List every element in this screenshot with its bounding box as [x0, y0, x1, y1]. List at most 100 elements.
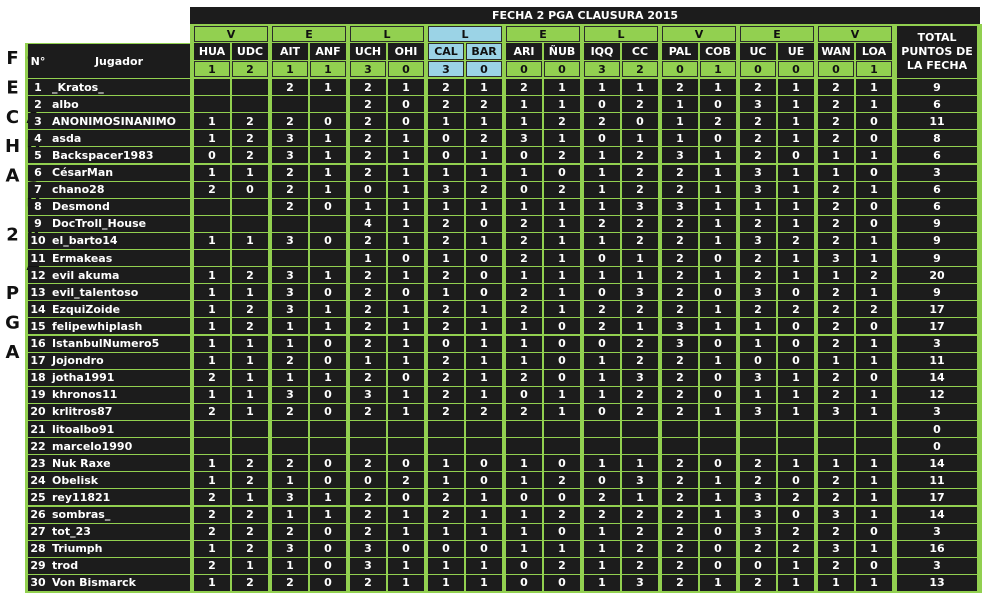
- pick: 1: [388, 523, 424, 540]
- pick: 0: [506, 574, 542, 591]
- total: 20: [897, 267, 977, 284]
- pick: 2: [700, 113, 736, 130]
- match-result: E: [506, 26, 580, 42]
- pick: 2: [622, 335, 658, 352]
- pick: 1: [662, 130, 698, 147]
- pick: 1: [544, 96, 580, 113]
- pick: 3: [818, 506, 854, 523]
- pick: 2: [350, 301, 386, 318]
- pick: 0: [466, 267, 502, 284]
- pick: 1: [506, 472, 542, 489]
- pick: 0: [700, 540, 736, 557]
- pick: 1: [778, 386, 814, 403]
- total: 0: [897, 421, 977, 437]
- pick: 3: [622, 369, 658, 386]
- pick: 2: [818, 489, 854, 506]
- pick: 1: [544, 284, 580, 301]
- pick: 2: [662, 79, 698, 95]
- pick: 1: [194, 130, 230, 147]
- pick: 1: [232, 164, 268, 181]
- pick: 2: [818, 472, 854, 489]
- total: 17: [897, 301, 977, 318]
- match-result: L: [584, 26, 658, 42]
- pick: 1: [700, 352, 736, 369]
- pick: 1: [818, 147, 854, 164]
- pick: 2: [544, 113, 580, 130]
- player-name: khronos11: [48, 386, 190, 403]
- pick: 2: [740, 540, 776, 557]
- pick: 3: [428, 181, 464, 198]
- player-name: CésarMan: [48, 164, 190, 181]
- pick: 2: [350, 284, 386, 301]
- pick: 2: [428, 215, 464, 232]
- pick: 1: [818, 574, 854, 591]
- pick: [194, 215, 230, 232]
- pick: 2: [662, 181, 698, 198]
- pick: 1: [700, 267, 736, 284]
- pick: 1: [466, 369, 502, 386]
- pick: 1: [778, 113, 814, 130]
- pick: 1: [310, 181, 346, 198]
- pick: 0: [700, 523, 736, 540]
- pick: 1: [388, 574, 424, 591]
- pick: 0: [700, 369, 736, 386]
- pick: 0: [310, 403, 346, 420]
- match-result: V: [194, 26, 268, 42]
- row-number: 12: [28, 267, 48, 284]
- home-team: UC: [740, 43, 776, 60]
- pick: 1: [388, 164, 424, 181]
- player-name: Obelisk: [48, 472, 190, 489]
- pick: 0: [310, 113, 346, 130]
- pick: [544, 438, 580, 455]
- pick: 2: [584, 506, 620, 523]
- player-name: Nuk Raxe: [48, 455, 190, 472]
- pick: 1: [778, 79, 814, 95]
- player-name: evil akuma: [48, 267, 190, 284]
- player-name: litoalbo91: [48, 421, 190, 437]
- pick: 2: [272, 79, 308, 95]
- away-score: 0: [544, 61, 580, 77]
- pick: 2: [194, 523, 230, 540]
- row-number: 8: [28, 198, 48, 215]
- away-score: 2: [622, 61, 658, 77]
- home-score: 1: [272, 61, 308, 77]
- pick: [740, 438, 776, 455]
- pick: 2: [584, 489, 620, 506]
- pick: 1: [584, 369, 620, 386]
- pick: 0: [506, 181, 542, 198]
- pick: 0: [428, 147, 464, 164]
- pick: 1: [778, 215, 814, 232]
- pick: [272, 215, 308, 232]
- pick: 2: [466, 403, 502, 420]
- match-result: L: [428, 26, 502, 42]
- pick: 0: [544, 335, 580, 352]
- pick: 1: [584, 523, 620, 540]
- pick: 2: [622, 523, 658, 540]
- pick: 1: [428, 164, 464, 181]
- pick: 2: [662, 352, 698, 369]
- pick: 0: [350, 472, 386, 489]
- pick: 2: [622, 506, 658, 523]
- home-team: HUA: [194, 43, 230, 60]
- pick: 1: [700, 147, 736, 164]
- row-number: 24: [28, 472, 48, 489]
- pick: 2: [232, 455, 268, 472]
- pick: 1: [428, 557, 464, 574]
- pick: 3: [272, 232, 308, 249]
- pick: 2: [194, 181, 230, 198]
- pick: 3: [350, 557, 386, 574]
- pick: 2: [428, 318, 464, 335]
- pick: 2: [428, 232, 464, 249]
- pick: 3: [272, 147, 308, 164]
- pick: 0: [310, 198, 346, 215]
- pick: [388, 438, 424, 455]
- total: 17: [897, 489, 977, 506]
- pick: 0: [856, 164, 892, 181]
- pick: 0: [388, 96, 424, 113]
- pick: 2: [662, 250, 698, 266]
- pick: 1: [544, 403, 580, 420]
- pick: 1: [194, 540, 230, 557]
- pick: 1: [622, 267, 658, 284]
- away-team: UDC: [232, 43, 268, 60]
